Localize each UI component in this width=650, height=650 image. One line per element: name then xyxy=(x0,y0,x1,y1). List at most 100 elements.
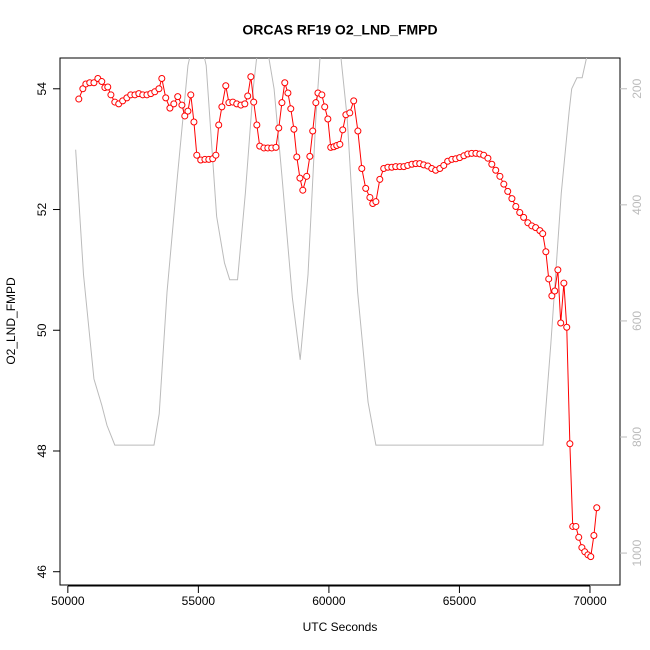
data-point xyxy=(504,187,512,195)
series-line xyxy=(75,58,588,446)
data-point xyxy=(566,440,574,448)
data-point xyxy=(321,103,329,111)
data-point xyxy=(551,287,559,295)
data-point xyxy=(250,98,258,106)
y-axis-label: O2_LND_FMPD xyxy=(4,277,18,365)
data-point xyxy=(107,91,115,99)
data-point xyxy=(440,161,448,169)
data-point xyxy=(275,124,283,132)
data-point xyxy=(372,198,380,206)
data-point xyxy=(290,125,298,133)
data-point xyxy=(306,152,314,160)
data-point xyxy=(492,166,500,174)
data-point xyxy=(324,115,332,123)
data-point xyxy=(247,73,255,81)
data-point xyxy=(281,79,289,87)
data-point xyxy=(218,103,226,111)
data-point xyxy=(215,121,223,129)
data-point xyxy=(193,151,201,159)
y2-tick-label: 400 xyxy=(630,195,644,215)
data-point xyxy=(190,118,198,126)
data-point xyxy=(187,91,195,99)
y-tick-label: 46 xyxy=(35,565,49,579)
data-point xyxy=(512,203,520,211)
data-point xyxy=(75,95,83,103)
plot-frame xyxy=(59,57,621,586)
data-point xyxy=(354,127,362,135)
data-point xyxy=(520,213,528,221)
data-point xyxy=(587,553,595,561)
data-point xyxy=(162,94,170,102)
data-point xyxy=(155,85,163,93)
data-point xyxy=(560,279,568,287)
data-point xyxy=(500,180,508,188)
data-point xyxy=(362,184,370,192)
y-tick-label: 50 xyxy=(35,323,49,337)
data-layer xyxy=(75,58,601,561)
data-point xyxy=(563,323,571,331)
data-point xyxy=(484,154,492,162)
data-point xyxy=(496,172,504,180)
data-point xyxy=(284,89,292,97)
data-point xyxy=(542,248,550,256)
data-point xyxy=(508,195,516,203)
data-point xyxy=(312,99,320,107)
data-point xyxy=(158,75,166,83)
data-point xyxy=(358,164,366,172)
data-point xyxy=(593,504,601,512)
data-point xyxy=(241,100,249,108)
x-tick-label: 50000 xyxy=(51,594,85,608)
data-point xyxy=(90,79,98,87)
data-point xyxy=(366,193,374,201)
data-point xyxy=(184,107,192,115)
data-point xyxy=(296,174,304,182)
x-tick-label: 60000 xyxy=(312,594,346,608)
data-point xyxy=(104,83,112,91)
data-point xyxy=(293,153,301,161)
data-point xyxy=(178,101,186,109)
data-point xyxy=(376,175,384,183)
data-point xyxy=(170,100,178,108)
y-tick-label: 48 xyxy=(35,444,49,458)
data-point xyxy=(98,78,106,86)
data-point xyxy=(212,151,220,159)
data-point xyxy=(575,533,583,541)
data-point xyxy=(539,230,547,238)
data-point xyxy=(572,522,580,530)
y2-tick-label: 1000 xyxy=(630,539,644,566)
data-point xyxy=(166,104,174,112)
x-tick-label: 55000 xyxy=(182,594,216,608)
data-point xyxy=(299,186,307,194)
data-point xyxy=(557,319,565,327)
data-point xyxy=(554,266,562,274)
data-point xyxy=(545,275,553,283)
data-point xyxy=(244,92,252,100)
data-point xyxy=(488,160,496,168)
data-point xyxy=(79,85,87,93)
y2-tick-label: 200 xyxy=(630,78,644,98)
y-tick-label: 54 xyxy=(35,82,49,96)
data-point xyxy=(174,93,182,101)
data-point xyxy=(339,126,347,134)
y-tick-label: 52 xyxy=(35,203,49,217)
x-tick-label: 65000 xyxy=(443,594,477,608)
data-point xyxy=(287,105,295,113)
y2-tick-label: 600 xyxy=(630,311,644,331)
data-point xyxy=(336,140,344,148)
data-point xyxy=(590,531,598,539)
y2-tick-label: 800 xyxy=(630,427,644,447)
data-point xyxy=(346,109,354,117)
data-point xyxy=(278,99,286,107)
data-point xyxy=(318,91,326,99)
data-point xyxy=(222,82,230,90)
data-point xyxy=(516,209,524,217)
chart-title: ORCAS RF19 O2_LND_FMPD xyxy=(242,22,437,38)
data-point xyxy=(309,127,317,135)
data-point xyxy=(272,143,280,151)
data-point xyxy=(181,112,189,120)
data-point xyxy=(303,172,311,180)
x-tick-label: 70000 xyxy=(573,594,607,608)
data-point xyxy=(253,121,261,129)
